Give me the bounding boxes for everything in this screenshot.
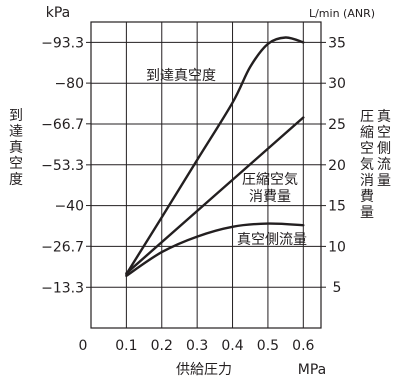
- right-axis-title-char: 圧: [360, 109, 374, 125]
- x-tick-label: 0.5: [257, 338, 279, 354]
- left-axis-ticks: −93.3 −80 −66.7 −53.3 −40 −26.7 −13.3: [41, 35, 91, 296]
- left-tick-label: −80: [54, 76, 84, 92]
- x-tick-label: 0.6: [292, 338, 314, 354]
- left-tick-label: −13.3: [41, 280, 84, 296]
- plot-frame: [90, 21, 322, 329]
- x-axis-unit: MPa: [298, 362, 326, 378]
- x-axis-title: 供給圧力: [176, 362, 232, 378]
- series-line-2: [125, 116, 305, 275]
- series-line-3: [125, 222, 305, 277]
- right-axis-title-char: 費: [360, 189, 374, 205]
- right-axis-title-char: 縮: [360, 125, 374, 141]
- right-axis-title-char: 流: [377, 157, 391, 173]
- left-axis-title: 到達真空度: [9, 108, 23, 188]
- right-tick-label: 15: [328, 199, 346, 215]
- x-tick-label: 0.2: [151, 338, 173, 354]
- right-tick-label: 35: [328, 35, 346, 51]
- right-axis-title-char: 空: [360, 141, 374, 157]
- x-tick-label: 0.3: [186, 338, 208, 354]
- right-tick-label: 20: [328, 158, 346, 174]
- series-line-1: [125, 36, 305, 276]
- left-axis-title-char: 達: [9, 124, 23, 140]
- left-axis-title-char: 空: [9, 156, 23, 172]
- series-label-2: 消費量: [249, 189, 291, 205]
- right-tick-label: 30: [328, 76, 346, 92]
- right-axis-title-char: 側: [377, 141, 391, 157]
- series-label-1: 到達真空度: [146, 68, 216, 84]
- x-axis-ticks: 0.1 0.2 0.3 0.4 0.5 0.6: [115, 338, 314, 354]
- right-axis-ticks: 5 10 15 20 25 30 35: [321, 35, 346, 296]
- left-axis-title-char: 真: [9, 140, 23, 156]
- left-axis-unit: kPa: [46, 5, 71, 21]
- left-tick-label: −53.3: [41, 158, 84, 174]
- x-tick-label: 0.1: [115, 338, 137, 354]
- left-tick-label: −66.7: [41, 117, 84, 133]
- series-label-3: 真空側流量: [237, 232, 307, 248]
- left-tick-label: −26.7: [41, 239, 84, 255]
- left-tick-label: −93.3: [41, 35, 84, 51]
- right-tick-label: 5: [333, 280, 342, 296]
- right-axis-unit: L/min (ANR): [309, 7, 375, 20]
- series-label-2: 圧縮空気: [242, 172, 298, 188]
- right-axis-title-char: 空: [377, 125, 391, 141]
- x-tick-label: 0.4: [221, 338, 243, 354]
- left-axis-title-char: 到: [9, 108, 23, 124]
- x-axis-origin-label: 0: [79, 338, 88, 354]
- right-axis-title-char: 真: [377, 109, 391, 125]
- right-axis-title-char: 量: [360, 205, 374, 221]
- left-tick-label: −40: [54, 199, 84, 215]
- right-tick-label: 10: [328, 239, 346, 255]
- grid-lines: [91, 22, 321, 328]
- left-axis-title-char: 度: [9, 172, 23, 188]
- right-tick-label: 25: [328, 117, 346, 133]
- right-axis-title-char: 消: [360, 173, 374, 189]
- right-axis-title-char: 量: [377, 173, 391, 189]
- series-lines: [125, 36, 305, 277]
- right-axis-title-char: 気: [360, 157, 374, 173]
